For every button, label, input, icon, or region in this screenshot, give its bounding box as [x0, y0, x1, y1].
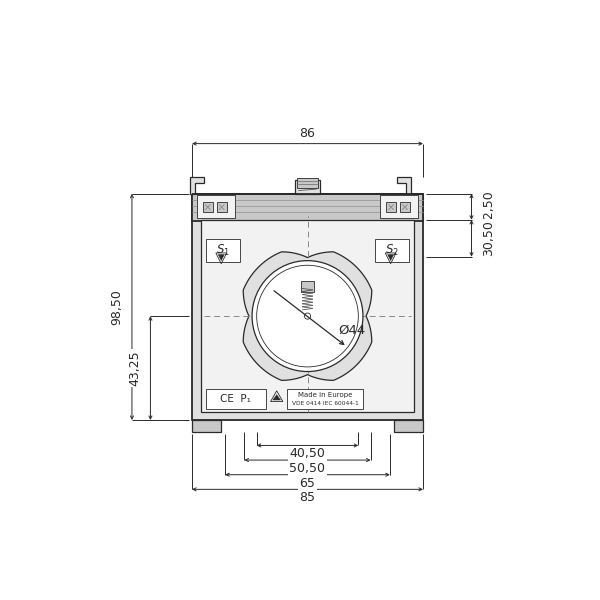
Bar [201, 220, 414, 412]
Text: 50,50: 50,50 [290, 462, 325, 475]
Text: $S_2$: $S_2$ [385, 243, 399, 258]
Bar [375, 239, 409, 262]
Bar [217, 202, 227, 212]
Text: $S_1$: $S_1$ [216, 243, 230, 258]
Bar [400, 202, 410, 212]
Bar [298, 178, 317, 187]
Circle shape [252, 260, 363, 371]
Bar [192, 420, 221, 431]
Polygon shape [243, 252, 372, 380]
Bar [394, 420, 423, 431]
Bar [203, 202, 213, 212]
Text: Ø44: Ø44 [338, 324, 366, 337]
Polygon shape [273, 395, 281, 400]
Bar [192, 194, 423, 221]
Polygon shape [397, 177, 410, 194]
Text: 43,25: 43,25 [128, 350, 142, 386]
Polygon shape [218, 254, 224, 260]
Text: 98,50: 98,50 [110, 289, 123, 325]
Text: 40,50: 40,50 [290, 448, 325, 460]
Text: 86: 86 [299, 127, 316, 140]
Text: CE  P₁: CE P₁ [220, 394, 251, 404]
Bar [197, 195, 235, 218]
Bar [380, 195, 418, 218]
Bar [295, 180, 320, 194]
Polygon shape [190, 177, 205, 194]
Text: 65: 65 [299, 476, 316, 490]
Text: 30,50: 30,50 [482, 220, 495, 256]
Bar [206, 389, 266, 409]
Bar [192, 194, 423, 420]
Text: 12,50: 12,50 [482, 189, 495, 224]
Polygon shape [388, 254, 394, 260]
Text: 85: 85 [299, 491, 316, 505]
Bar [386, 202, 396, 212]
Text: Made in Europe: Made in Europe [298, 392, 352, 398]
Circle shape [304, 313, 311, 319]
Text: VDE 0414 IEC 60044-1: VDE 0414 IEC 60044-1 [292, 401, 359, 406]
Bar [287, 389, 363, 409]
Bar [206, 239, 240, 262]
Bar [301, 281, 314, 292]
